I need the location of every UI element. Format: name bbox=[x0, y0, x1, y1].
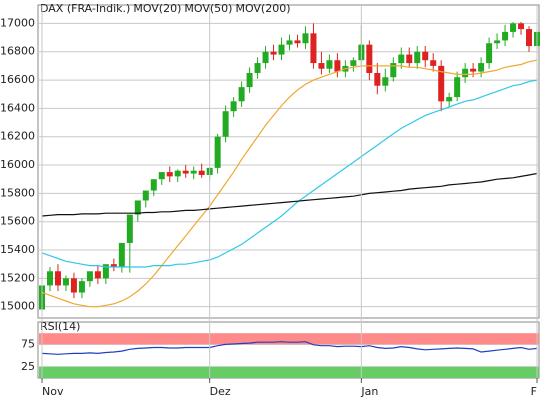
candle-body bbox=[294, 40, 301, 44]
candle-body bbox=[150, 179, 157, 191]
candle-body bbox=[198, 170, 205, 175]
candle-body bbox=[158, 172, 165, 180]
candle-body bbox=[174, 170, 181, 177]
candle-body bbox=[526, 29, 533, 47]
candle-body bbox=[470, 68, 477, 72]
y-tick-label: 16600 bbox=[0, 73, 35, 86]
candle-body bbox=[134, 200, 141, 215]
y-tick-label: 25 bbox=[21, 360, 35, 373]
x-tick-label: Dez bbox=[210, 385, 231, 398]
candle-body bbox=[326, 60, 333, 69]
y-tick-label: 15800 bbox=[0, 186, 35, 199]
line-series bbox=[41, 172, 538, 217]
candle-body bbox=[486, 43, 493, 64]
y-tick-label: 16200 bbox=[0, 130, 35, 143]
candle-body bbox=[382, 77, 389, 86]
candle-body bbox=[310, 33, 317, 64]
candle-body bbox=[334, 60, 341, 72]
y-tick-label: 16800 bbox=[0, 45, 35, 58]
candle-body bbox=[142, 190, 149, 201]
legend-entry: DAX (FRA-Indik.) bbox=[40, 2, 130, 15]
candle-body bbox=[390, 63, 397, 78]
candle-body bbox=[478, 63, 485, 72]
candle-body bbox=[254, 63, 261, 73]
candle-body bbox=[318, 63, 325, 69]
legend-entry: MOV(20) bbox=[133, 2, 181, 15]
candle-body bbox=[166, 172, 173, 177]
y-tick-label: 15600 bbox=[0, 215, 35, 228]
candle-body bbox=[374, 72, 381, 86]
band bbox=[39, 366, 539, 378]
legend-entry: MOV(50) bbox=[184, 2, 232, 15]
candle-body bbox=[406, 54, 413, 64]
x-tick-label: Nov bbox=[42, 385, 64, 398]
candle-body bbox=[302, 33, 309, 44]
candle-body bbox=[126, 214, 133, 243]
candle-body bbox=[398, 54, 405, 64]
candle-body bbox=[494, 40, 501, 44]
y-tick-label: 15400 bbox=[0, 243, 35, 256]
candle-body bbox=[110, 264, 117, 268]
line-series bbox=[41, 341, 538, 355]
legend-entry: MOV(200) bbox=[235, 2, 290, 15]
candle-body bbox=[262, 51, 269, 64]
line-series bbox=[41, 59, 538, 308]
line-series bbox=[41, 79, 538, 268]
x-tick-label: F bbox=[531, 385, 537, 398]
candle-body bbox=[230, 101, 237, 112]
candle-body bbox=[190, 170, 197, 174]
candle-body bbox=[70, 278, 77, 293]
candle-body bbox=[286, 40, 293, 45]
candle-body bbox=[502, 31, 509, 41]
candle-body bbox=[414, 51, 421, 64]
candle-body bbox=[62, 278, 69, 286]
candle-body bbox=[438, 65, 445, 102]
candle-body bbox=[222, 111, 229, 137]
candle-body bbox=[54, 271, 61, 286]
y-tick-label: 15200 bbox=[0, 271, 35, 284]
candle-body bbox=[182, 170, 189, 174]
x-tick-label: Jan bbox=[360, 385, 378, 398]
candle-body bbox=[454, 77, 461, 98]
candle-body bbox=[518, 23, 525, 30]
candle-body bbox=[86, 271, 93, 282]
candle-body bbox=[270, 51, 277, 55]
candle-body bbox=[246, 72, 253, 88]
candle-body bbox=[102, 264, 109, 279]
y-tick-label: 75 bbox=[21, 337, 35, 350]
candle-body bbox=[278, 44, 285, 55]
y-tick-label: 16400 bbox=[0, 101, 35, 114]
rsi-title: RSI(14) bbox=[40, 320, 80, 333]
y-tick-label: 17000 bbox=[0, 16, 35, 29]
candle-body bbox=[422, 51, 429, 61]
band bbox=[39, 333, 539, 345]
candle-body bbox=[78, 281, 85, 293]
y-tick-label: 16000 bbox=[0, 158, 35, 171]
candle-body bbox=[238, 87, 245, 102]
candle-body bbox=[46, 271, 53, 286]
candle-body bbox=[94, 271, 101, 279]
candle-body bbox=[462, 68, 469, 78]
candle-body bbox=[118, 242, 125, 268]
candle-body bbox=[430, 60, 437, 66]
candle-body bbox=[446, 97, 453, 102]
y-tick-label: 15000 bbox=[0, 300, 35, 313]
candle-body bbox=[214, 136, 221, 168]
candle-body bbox=[510, 23, 517, 32]
candle-body bbox=[366, 44, 373, 73]
candle-body bbox=[350, 60, 357, 66]
